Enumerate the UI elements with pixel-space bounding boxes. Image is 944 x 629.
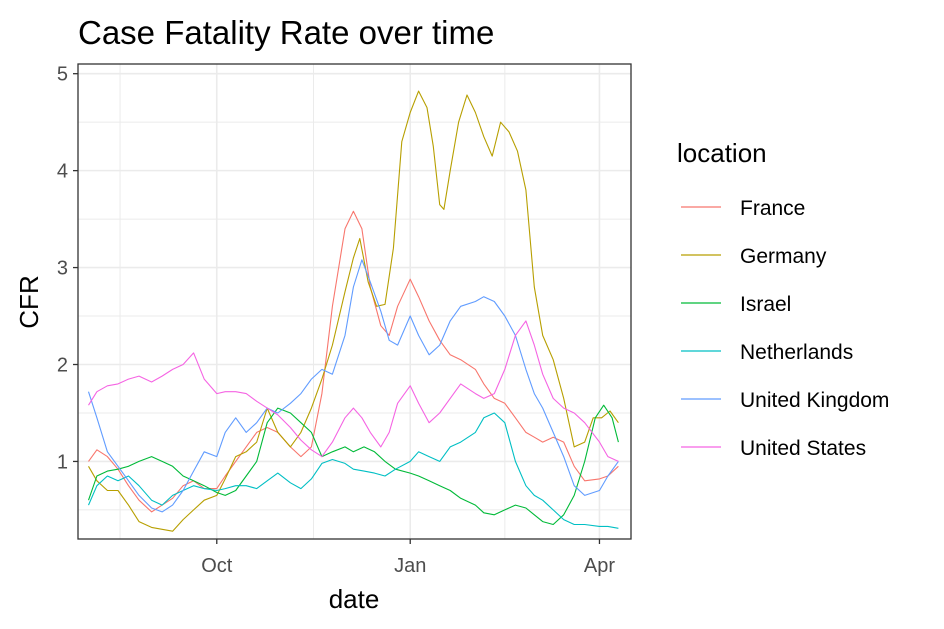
legend: location France Germany Israel Netherlands U… xyxy=(677,138,889,460)
legend-label-france: France xyxy=(740,197,805,220)
series-line-israel xyxy=(87,404,619,526)
y-tick-label: 1 xyxy=(57,451,68,473)
y-tick-label: 3 xyxy=(57,258,68,280)
y-axis-title: CFR xyxy=(14,275,44,328)
series-line-france xyxy=(88,210,619,513)
legend-label-united-states: United States xyxy=(740,437,866,460)
legend-label-united-kingdom: United Kingdom xyxy=(740,389,889,412)
legend-label-netherlands: Netherlands xyxy=(740,341,853,364)
series-line-united-states xyxy=(88,320,619,462)
chart-title: Case Fatality Rate over time xyxy=(78,14,494,51)
gridlines xyxy=(78,64,631,539)
plot-panel-border xyxy=(77,63,632,540)
axes: 1 2 3 4 5 Oct Jan Apr xyxy=(57,64,615,577)
x-axis-title: date xyxy=(329,584,380,614)
series-line-germany xyxy=(88,90,619,532)
x-tick-label: Oct xyxy=(201,555,233,577)
x-tick-label: Jan xyxy=(394,555,426,577)
legend-label-israel: Israel xyxy=(740,293,791,316)
legend-label-germany: Germany xyxy=(740,245,827,268)
legend-title: location xyxy=(677,138,767,168)
y-tick-label: 2 xyxy=(57,355,68,377)
series-line-united-kingdom xyxy=(87,259,619,513)
series-line-netherlands xyxy=(87,412,619,529)
x-tick-label: Apr xyxy=(584,555,615,577)
y-tick-label: 4 xyxy=(57,161,68,183)
y-tick-label: 5 xyxy=(57,64,68,86)
series-lines xyxy=(87,90,619,532)
